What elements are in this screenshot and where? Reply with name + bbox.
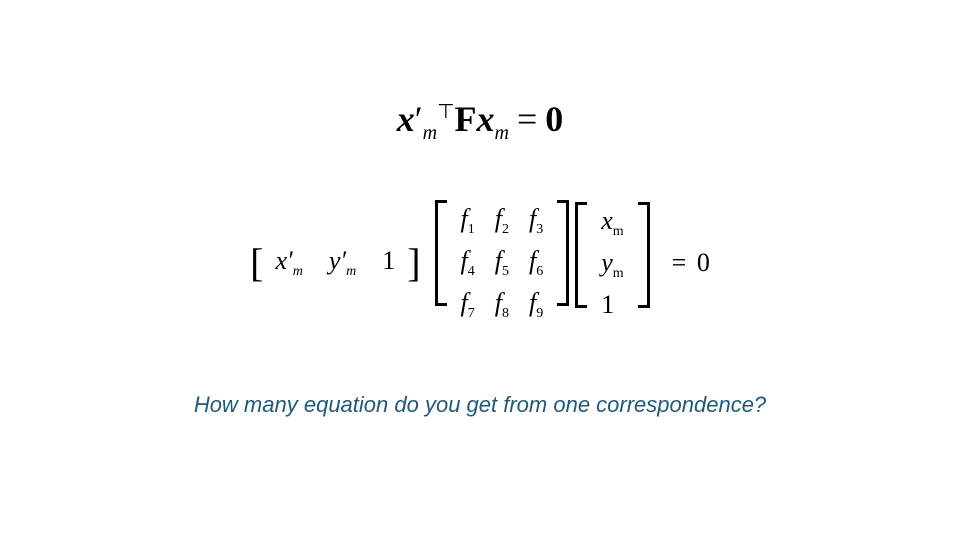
bracket-left-big [435,200,447,306]
equals-sign: = [517,99,537,139]
f1: f1 [461,204,475,238]
equals: = [672,248,687,277]
f3: f3 [529,204,543,238]
x-prime: x [397,99,415,139]
prime-mark: ′ [415,99,423,139]
expanded-matrix-equation: [ x′m y′m 1 ] f1 f2 f3 f4 f5 [0,200,960,327]
bracket-right-big-2 [638,202,650,308]
fundamental-matrix-F: F [454,99,476,139]
f4: f4 [461,246,475,280]
row-vector-cells: x′m y′m 1 [263,246,407,280]
bracket-left-big-2 [575,202,587,308]
sub-m: m [293,264,303,279]
xm: xm [601,206,623,240]
subscript-m: m [423,122,437,144]
bracket-right-big [557,200,569,306]
column-vector-body: xm ym 1 [587,202,637,324]
f8: f8 [495,288,509,322]
equals-zero: = 0 [672,248,710,278]
F-matrix: f1 f2 f3 f4 f5 f6 f7 f8 f9 [435,200,570,327]
f9: f9 [529,288,543,322]
cell-one: 1 [382,246,395,280]
cell-yprime-m: y′m [329,246,356,280]
sub-m: m [346,264,356,279]
f6: f6 [529,246,543,280]
one: 1 [601,290,623,320]
epipolar-constraint-equation: x′m⊤Fxm=0 [0,98,960,145]
f5: f5 [495,246,509,280]
x-var: x [476,99,494,139]
f7: f7 [461,288,475,322]
var-x: x [275,246,287,275]
zero: 0 [545,99,563,139]
transpose-superscript: ⊤ [437,101,454,123]
cell-xprime-m: x′m [275,246,302,280]
bracket-left: [ [250,243,263,283]
row-vector-xprime: [ x′m y′m 1 ] [250,243,420,283]
var-y: y [329,246,341,275]
F-matrix-body: f1 f2 f3 f4 f5 f6 f7 f8 f9 [447,200,558,327]
column-vector-x: xm ym 1 [575,202,649,324]
subscript-m-2: m [494,122,508,144]
question-text: How many equation do you get from one co… [0,392,960,418]
zero: 0 [697,248,710,277]
slide: { "equation_top": { "lhs_x": "x", "lhs_p… [0,0,960,540]
ym: ym [601,248,623,282]
f2: f2 [495,204,509,238]
bracket-right: ] [407,243,420,283]
